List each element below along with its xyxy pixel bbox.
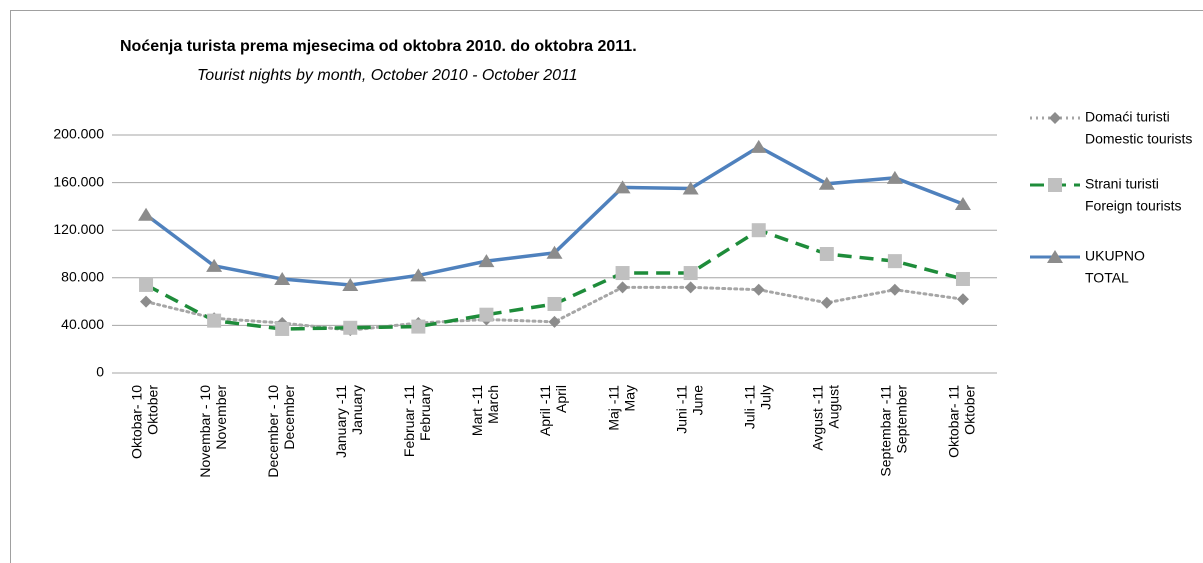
y-tick-label: 0 xyxy=(96,364,104,380)
marker xyxy=(819,247,834,261)
marker xyxy=(411,319,426,334)
x-tick-label: Oktober xyxy=(962,385,978,435)
marker xyxy=(683,266,698,281)
marker xyxy=(616,281,629,294)
x-tick-label: May xyxy=(621,385,637,411)
x-tick-label: Februar -11 xyxy=(401,385,417,457)
x-tick-label: Oktobar- 11 xyxy=(946,385,962,458)
marker xyxy=(818,176,835,190)
y-tick-label: 200.000 xyxy=(53,126,104,142)
legend-marker xyxy=(1049,112,1061,124)
x-tick-label: December xyxy=(281,385,297,450)
x-tick-label: March xyxy=(485,385,501,424)
legend-marker xyxy=(1047,250,1063,263)
marker xyxy=(274,271,291,285)
chart-subtitle: Tourist nights by month, October 2010 - … xyxy=(197,67,578,84)
marker xyxy=(410,268,427,282)
chart-frame xyxy=(10,10,1203,563)
x-tick-label: Septembar -11 xyxy=(878,385,894,477)
x-tick-label: January xyxy=(349,385,365,435)
marker xyxy=(138,207,155,221)
x-tick-label: December - 10 xyxy=(265,385,281,478)
marker xyxy=(682,181,699,195)
marker xyxy=(684,281,697,294)
legend-label: Domaći turisti xyxy=(1085,109,1170,125)
marker xyxy=(548,315,561,328)
x-tick-label: January -11 xyxy=(333,385,349,458)
marker xyxy=(752,283,765,296)
marker xyxy=(820,296,833,309)
marker xyxy=(478,254,495,268)
x-tick-label: September xyxy=(894,385,910,454)
x-tick-label: Mart -11 xyxy=(469,385,485,436)
x-tick-label: November xyxy=(213,385,229,450)
y-tick-label: 120.000 xyxy=(53,221,104,237)
y-tick-label: 40.000 xyxy=(61,316,104,332)
marker xyxy=(888,283,901,296)
x-tick-label: February xyxy=(417,385,433,441)
x-tick-label: June xyxy=(689,385,705,416)
x-tick-label: April -11 xyxy=(537,385,553,436)
marker xyxy=(615,266,630,281)
chart-title: Noćenja turista prema mjesecima od oktob… xyxy=(120,38,637,55)
y-tick-label: 80.000 xyxy=(61,269,104,285)
x-tick-label: Avgust -11 xyxy=(810,385,826,451)
legend-marker xyxy=(1048,178,1062,192)
marker xyxy=(275,321,290,336)
marker xyxy=(956,293,969,306)
marker xyxy=(140,295,153,308)
x-tick-label: Maj -11 xyxy=(605,385,621,431)
legend-label: Strani turisti xyxy=(1085,176,1159,192)
marker xyxy=(207,313,222,328)
legend-label: UKUPNO xyxy=(1085,248,1145,264)
marker xyxy=(954,197,971,211)
marker xyxy=(614,180,631,194)
marker xyxy=(751,223,766,238)
marker xyxy=(750,139,767,153)
marker xyxy=(547,296,562,311)
marker xyxy=(479,307,494,322)
marker xyxy=(546,245,563,259)
x-tick-label: Juli -11 xyxy=(741,385,757,429)
x-tick-label: Oktobar- 10 xyxy=(129,385,145,459)
legend-label: Foreign tourists xyxy=(1085,198,1181,214)
marker xyxy=(886,170,903,184)
x-tick-label: Juni -11 xyxy=(673,385,689,434)
x-tick-label: Oktober xyxy=(145,385,161,435)
x-tick-label: Novembar - 10 xyxy=(197,385,213,478)
marker xyxy=(206,258,223,272)
legend-label: TOTAL xyxy=(1085,270,1129,286)
x-tick-label: April xyxy=(553,385,569,413)
marker xyxy=(342,277,359,291)
marker xyxy=(343,320,358,335)
y-tick-label: 160.000 xyxy=(53,173,104,189)
marker xyxy=(955,271,970,286)
x-tick-label: August xyxy=(826,385,842,429)
marker xyxy=(139,277,154,292)
x-tick-label: July xyxy=(757,385,773,410)
marker xyxy=(887,254,902,269)
legend-label: Domestic tourists xyxy=(1085,131,1192,147)
